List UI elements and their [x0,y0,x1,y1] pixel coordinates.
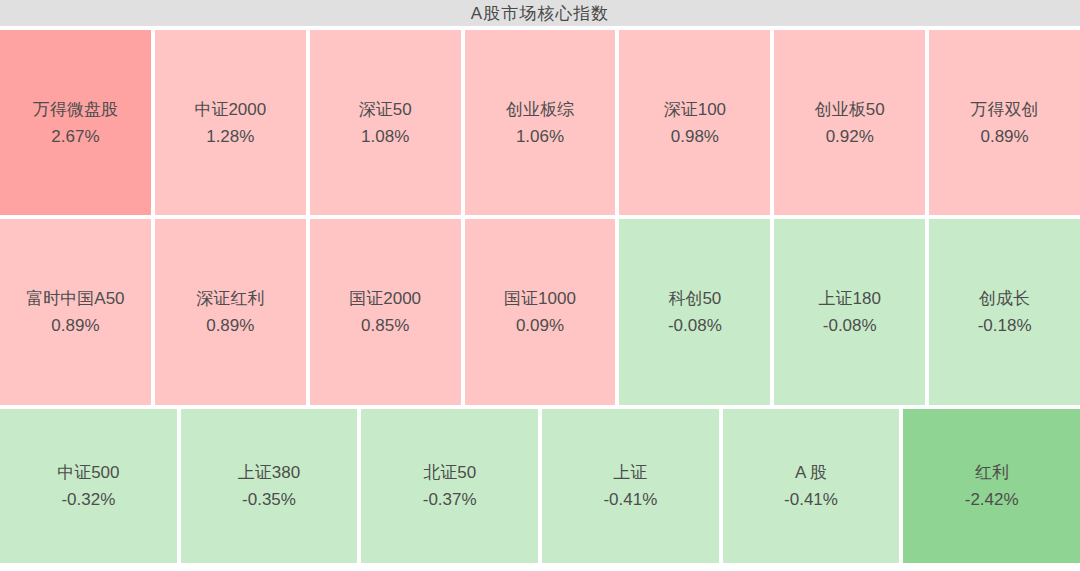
index-change: 0.85% [361,312,409,339]
index-name: 上证 [613,459,647,486]
index-change: -0.08% [823,312,877,339]
index-tile: 深证501.08% [310,30,461,215]
index-change: 1.08% [361,123,409,150]
index-name: 上证380 [238,459,300,486]
index-name: 万得双创 [971,96,1039,123]
index-change: -0.08% [668,312,722,339]
index-change: 0.09% [516,312,564,339]
index-change: 0.89% [980,123,1028,150]
index-name: 深证100 [664,96,726,123]
index-change: -0.35% [242,486,296,513]
index-tile: 万得微盘股2.67% [0,30,151,215]
index-name: 国证1000 [504,285,576,312]
index-heatmap-board: 万得微盘股2.67%中证20001.28%深证501.08%创业板综1.06%深… [0,30,1080,563]
index-tile: 上证380-0.35% [181,409,358,563]
index-change: 2.67% [51,123,99,150]
index-tile: 上证-0.41% [542,409,719,563]
index-tile: 深证红利0.89% [155,219,306,405]
index-name: 中证2000 [194,96,266,123]
index-tile: 国证20000.85% [310,219,461,405]
heatmap-row: 万得微盘股2.67%中证20001.28%深证501.08%创业板综1.06%深… [0,30,1080,215]
index-name: 北证50 [423,459,476,486]
index-change: -0.41% [603,486,657,513]
index-change: 0.92% [826,123,874,150]
heatmap-row: 富时中国A500.89%深证红利0.89%国证20000.85%国证10000.… [0,219,1080,405]
index-name: 万得微盘股 [33,96,118,123]
index-name: 富时中国A50 [26,285,124,312]
index-change: -2.42% [965,486,1019,513]
index-name: 上证180 [819,285,881,312]
index-name: 创业板50 [815,96,885,123]
index-tile: 深证1000.98% [619,30,770,215]
index-name: 中证500 [57,459,119,486]
index-name: 红利 [975,459,1009,486]
index-name: 国证2000 [349,285,421,312]
index-tile: 创成长-0.18% [929,219,1080,405]
index-name: 创业板综 [506,96,574,123]
index-tile: 红利-2.42% [903,409,1080,563]
index-change: -0.18% [978,312,1032,339]
index-change: 1.06% [516,123,564,150]
heatmap-row: 中证500-0.32%上证380-0.35%北证50-0.37%上证-0.41%… [0,409,1080,563]
index-change: -0.37% [423,486,477,513]
index-heatmap-canvas: A股市场核心指数 万得微盘股2.67%中证20001.28%深证501.08%创… [0,0,1080,571]
index-tile: 中证20001.28% [155,30,306,215]
chart-title-bar: A股市场核心指数 [0,0,1080,26]
index-tile: 北证50-0.37% [361,409,538,563]
index-tile: 创业板500.92% [774,30,925,215]
index-change: 1.28% [206,123,254,150]
chart-title: A股市场核心指数 [471,2,609,25]
index-tile: A 股-0.41% [723,409,900,563]
index-name: 深证50 [359,96,412,123]
index-change: -0.32% [61,486,115,513]
index-change: 0.89% [51,312,99,339]
index-tile: 国证10000.09% [465,219,616,405]
index-change: -0.41% [784,486,838,513]
index-name: 创成长 [979,285,1030,312]
index-tile: 富时中国A500.89% [0,219,151,405]
index-change: 0.89% [206,312,254,339]
index-name: 科创50 [668,285,721,312]
index-tile: 中证500-0.32% [0,409,177,563]
index-name: A 股 [795,459,827,486]
index-name: 深证红利 [196,285,264,312]
index-tile: 科创50-0.08% [619,219,770,405]
index-tile: 上证180-0.08% [774,219,925,405]
index-tile: 万得双创0.89% [929,30,1080,215]
index-change: 0.98% [671,123,719,150]
index-tile: 创业板综1.06% [465,30,616,215]
